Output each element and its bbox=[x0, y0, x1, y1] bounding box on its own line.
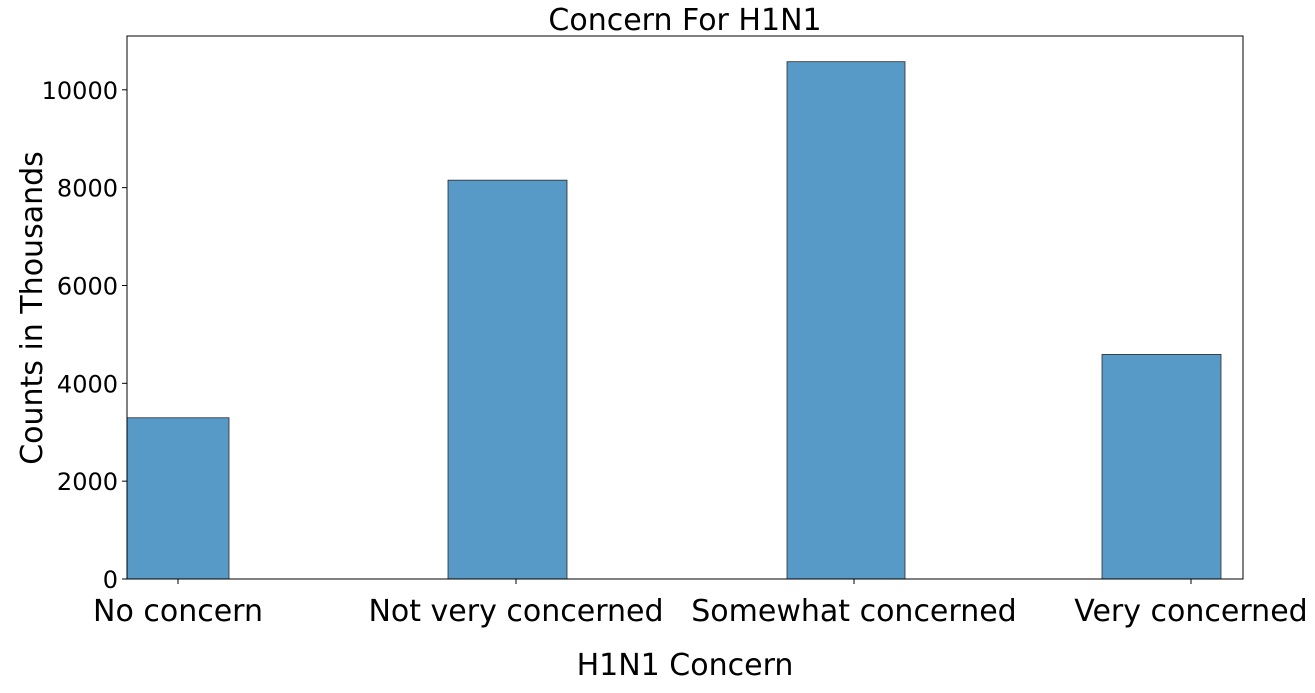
y-tick-label: 2000 bbox=[57, 468, 118, 496]
bar-very-concerned bbox=[1101, 354, 1222, 580]
y-axis: 0 2000 4000 6000 8000 10000 bbox=[42, 77, 127, 594]
x-axis: No concern Not very concerned Somewhat con… bbox=[93, 579, 1308, 629]
y-tick-label: 4000 bbox=[57, 370, 118, 398]
y-axis-label: Counts in Thousands bbox=[15, 151, 50, 465]
y-tick-label: 8000 bbox=[57, 175, 118, 203]
bar-no-concern bbox=[126, 417, 230, 580]
bar-somewhat-concerned bbox=[786, 61, 906, 580]
x-tick-label: Somewhat concerned bbox=[691, 594, 1016, 629]
y-tick-label: 0 bbox=[103, 566, 118, 594]
x-tick-label: Very concerned bbox=[1074, 594, 1307, 629]
chart-title: Concern For H1N1 bbox=[548, 3, 821, 38]
y-tick-label: 10000 bbox=[42, 77, 118, 105]
plot-area-frame bbox=[126, 35, 1244, 580]
x-axis-label: H1N1 Concern bbox=[577, 648, 794, 683]
x-tick-label: Not very concerned bbox=[368, 594, 663, 629]
bars-layer bbox=[126, 61, 1222, 580]
bar-not-very-concerned bbox=[447, 179, 568, 580]
x-tick-label: No concern bbox=[93, 594, 263, 629]
y-tick-label: 6000 bbox=[57, 272, 118, 300]
